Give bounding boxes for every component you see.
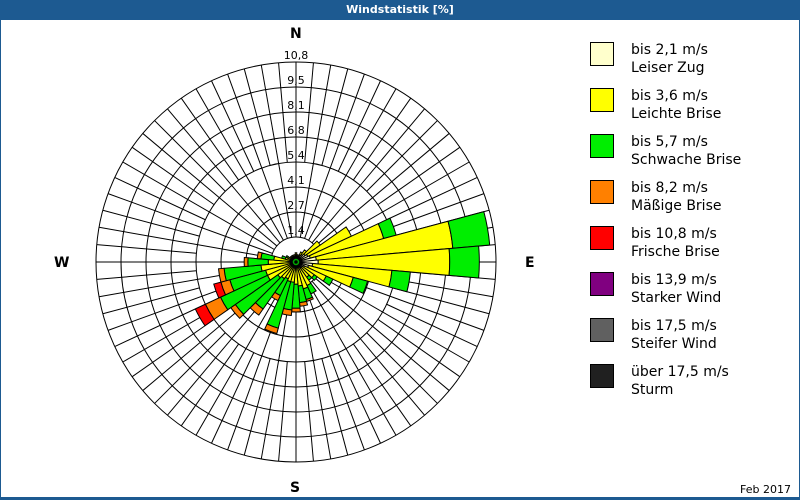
legend-label: Steifer Wind — [631, 336, 717, 352]
legend-range: bis 2,1 m/s — [631, 42, 708, 58]
legend-range: bis 3,6 m/s — [631, 88, 708, 104]
frame-left — [0, 20, 1, 500]
petal-segment — [448, 245, 480, 279]
petal-segment — [281, 255, 287, 260]
legend-range: bis 10,8 m/s — [631, 226, 717, 242]
ring-label: 8,1 — [287, 99, 305, 112]
compass-south: S — [290, 480, 301, 496]
legend-range: über 17,5 m/s — [631, 364, 729, 380]
petal-segment — [264, 323, 279, 335]
frame-bottom — [0, 497, 800, 500]
petal-segment — [447, 211, 491, 249]
legend-label: Schwache Brise — [631, 152, 742, 168]
petal-segment — [388, 269, 411, 293]
petal-segment — [213, 281, 227, 299]
legend-label: Leichte Brise — [631, 106, 722, 122]
legend-swatch — [590, 318, 614, 342]
ring-label: 1,4 — [287, 224, 305, 237]
legend-swatch — [590, 272, 614, 296]
petal-segment — [349, 276, 369, 294]
compass-west: W — [54, 255, 70, 271]
legend-range: bis 8,2 m/s — [631, 180, 708, 196]
petal-segment — [256, 251, 263, 260]
legend-label: Starker Wind — [631, 290, 722, 306]
legend-swatch — [590, 134, 614, 158]
window-title: Windstatistik [%] — [0, 0, 800, 20]
petal-segment — [293, 254, 297, 258]
wind-rose-petals — [194, 211, 491, 335]
legend-label: Frische Brise — [631, 244, 720, 260]
legend-label: Sturm — [631, 382, 674, 398]
petal-segment — [311, 274, 318, 282]
center-disc — [292, 258, 300, 266]
legend-label: Leiser Zug — [631, 60, 705, 76]
legend-range: bis 13,9 m/s — [631, 272, 717, 288]
legend-range: bis 17,5 m/s — [631, 318, 717, 334]
petal-segment — [217, 267, 227, 283]
legend-swatch — [590, 180, 614, 204]
ring-label: 2,7 — [287, 199, 305, 212]
ring-label: 9,5 — [287, 74, 305, 87]
ring-labels: 1,4 2,7 4,1 5,4 6,8 8,1 9,5 10,8 — [284, 49, 309, 237]
ring-label: 5,4 — [287, 149, 305, 162]
polar-grid — [95, 61, 497, 463]
legend-swatch — [590, 88, 614, 112]
compass-north: N — [290, 26, 302, 42]
legend-swatch — [590, 42, 614, 66]
petal-segment — [291, 307, 301, 313]
petal-segment — [299, 300, 309, 307]
petal-segment — [285, 254, 290, 259]
legend-swatch — [590, 364, 614, 388]
compass-east: E — [525, 255, 535, 271]
petal-segment — [243, 256, 249, 268]
ring-label: 4,1 — [287, 174, 305, 187]
legend-range: bis 5,7 m/s — [631, 134, 708, 150]
date-label: Feb 2017 — [740, 483, 791, 496]
petal-segment — [194, 303, 215, 327]
ring-label: 6,8 — [287, 124, 305, 137]
legend-label: Mäßige Brise — [631, 198, 722, 214]
petal-segment — [322, 275, 334, 287]
legend-swatch — [590, 226, 614, 250]
ring-label: 10,8 — [284, 49, 309, 62]
